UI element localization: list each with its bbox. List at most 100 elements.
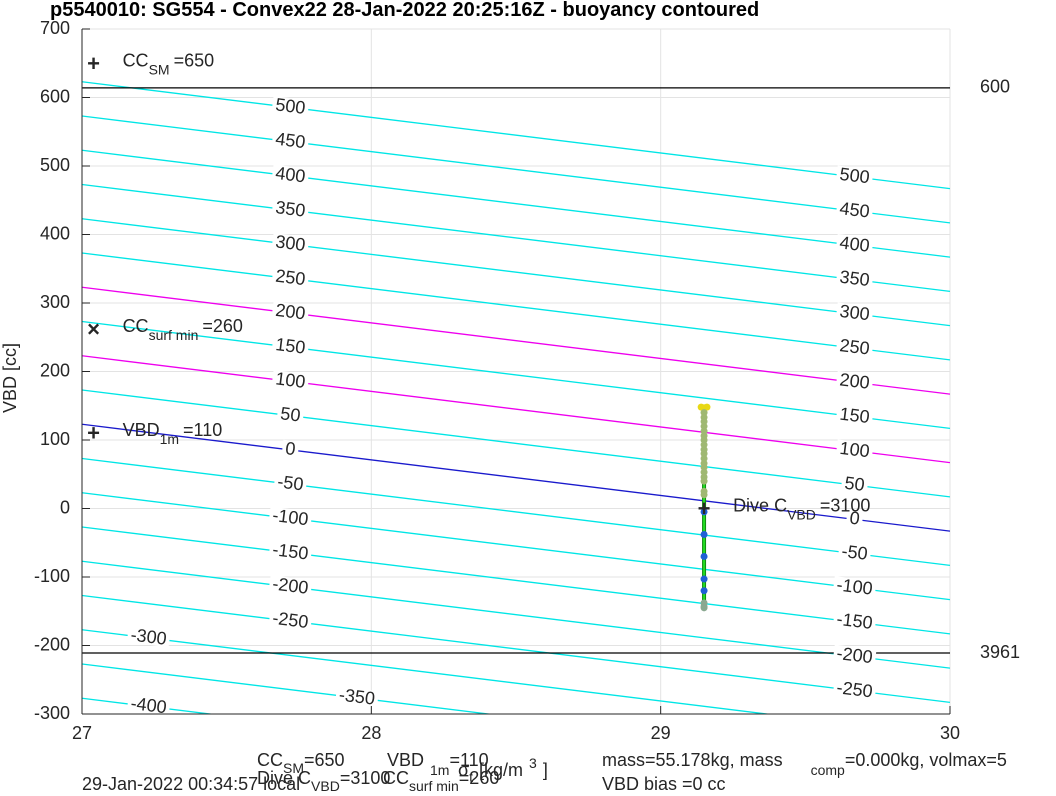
contour-label-bg (271, 164, 310, 185)
contour-label: 50 (844, 473, 866, 495)
y-tick-label: 200 (40, 360, 70, 380)
contour-label-bg (845, 509, 864, 528)
footer-sub: comp (811, 762, 845, 778)
contour-label-bg (835, 165, 874, 186)
contour-label: 400 (839, 232, 871, 256)
contour-label-bg (835, 336, 874, 358)
contour-label: 450 (274, 129, 306, 153)
contour-label-group: -200 (268, 574, 313, 598)
x-label-sub: t (469, 769, 473, 785)
contour-line (82, 81, 950, 190)
contour-label-bg (835, 370, 874, 392)
annotation-sub: surf min (149, 327, 199, 343)
profile-point (703, 403, 711, 411)
y-tick-label: 0 (60, 497, 70, 517)
contour-label-group: 100 (835, 438, 874, 461)
y-tick-label: 100 (40, 429, 70, 449)
footer-text: mass=55.178kg, mass (602, 750, 783, 770)
profile-point (700, 427, 708, 435)
contours (82, 81, 950, 714)
contour-label-group: 250 (835, 335, 874, 359)
profile-point (700, 575, 708, 583)
contour-label-group: 150 (835, 404, 874, 427)
contour-label-bg (271, 233, 310, 254)
profile-point (700, 422, 708, 430)
profile-point (700, 418, 708, 426)
profile-point (700, 441, 708, 449)
contour-label-bg (835, 268, 874, 289)
contour-line (82, 320, 950, 430)
profile-point (700, 463, 708, 471)
annotation: CCSM =650 (123, 50, 215, 77)
x-label-sup: 3 (529, 755, 537, 771)
x-tick-label: 30 (940, 723, 960, 743)
reference-label: 600 (980, 77, 1010, 97)
contour-label: -50 (276, 471, 304, 494)
annotation-suffix: =650 (174, 50, 215, 70)
annotations: + CCSM =650× CCsurf min =260+ VBD1m =110+ Dive … (87, 50, 870, 522)
contour-label-group: -100 (268, 505, 313, 529)
contour-label: 200 (839, 369, 871, 393)
contour-label-bg (268, 575, 313, 597)
footer-text: VBD (387, 750, 424, 770)
contour-label-group: 50 (276, 403, 305, 426)
annotation: VBD1m =110 (123, 420, 223, 447)
contour-label-group: 50 (840, 473, 869, 495)
x-tick-label: 29 (651, 723, 671, 743)
contour-label-group: -150 (268, 539, 313, 564)
contour-label-group: 450 (835, 198, 874, 222)
y-tick-label: -300 (34, 703, 70, 723)
footer-sub: surf min (409, 778, 459, 794)
contour-label-group: 300 (835, 301, 874, 324)
y-tick-label: -100 (34, 566, 70, 586)
contour-line (82, 526, 950, 635)
contour-label-bg (273, 473, 308, 493)
contour-line (82, 560, 950, 669)
footer-cc-sm: CCSM=650 (257, 750, 345, 776)
contour-label-bg (271, 301, 310, 322)
y-tick-label: -200 (34, 634, 70, 654)
contour-label-group: 500 (835, 164, 874, 187)
contour-label: 0 (284, 438, 296, 459)
contour-label-group: 400 (271, 163, 310, 187)
contour-line (82, 355, 950, 464)
chart-title: p5540010: SG554 - Convex22 28-Jan-2022 2… (50, 0, 759, 21)
contour-label: -200 (836, 643, 874, 667)
reference-label: 3961 (980, 642, 1020, 662)
contour-line (82, 183, 950, 293)
contour-label-group: 100 (271, 368, 310, 392)
contour-label-group: 200 (835, 369, 874, 393)
y-tick-label: 700 (40, 18, 70, 38)
footer-dive-c: Dive CVBD=3100 (257, 768, 390, 794)
contour-label-bg (835, 439, 874, 460)
contour-label-bg (837, 542, 872, 563)
contour-label: -400 (130, 693, 168, 717)
contour-label: 400 (274, 163, 306, 187)
contour-label-group: 0 (845, 508, 864, 529)
contour-label: 150 (274, 334, 306, 358)
contour-line (82, 594, 950, 704)
contour-label-group: -150 (832, 609, 877, 633)
contour-label-group: -100 (832, 574, 877, 599)
contour-label-group: 350 (271, 197, 310, 221)
contour-label-group: 200 (271, 300, 310, 323)
contour-label-group: 300 (271, 231, 310, 255)
contour-label-bg (271, 267, 310, 288)
footer-text: Dive C (257, 768, 311, 788)
x-axis-label: σt [kg/m 3] (458, 755, 548, 785)
annotation: CCsurf min =260 (123, 316, 243, 343)
footer-text: CC (257, 750, 283, 770)
contour-label-group: -200 (832, 643, 877, 667)
contour-label-group: 450 (271, 129, 310, 153)
contour-label-group: 400 (835, 232, 874, 256)
contour-label-bg (832, 678, 877, 700)
annotation-sub: VBD (787, 506, 816, 522)
annotation-suffix: =110 (183, 420, 222, 440)
contour-label-bg (271, 130, 310, 151)
annotation-suffix: =3100 (820, 495, 871, 515)
profile-point (700, 552, 708, 560)
contour-label-bg (268, 540, 313, 562)
contour-label-group: -250 (268, 608, 313, 632)
y-tick-label: 400 (40, 223, 70, 243)
x-tick-label: 28 (361, 723, 381, 743)
